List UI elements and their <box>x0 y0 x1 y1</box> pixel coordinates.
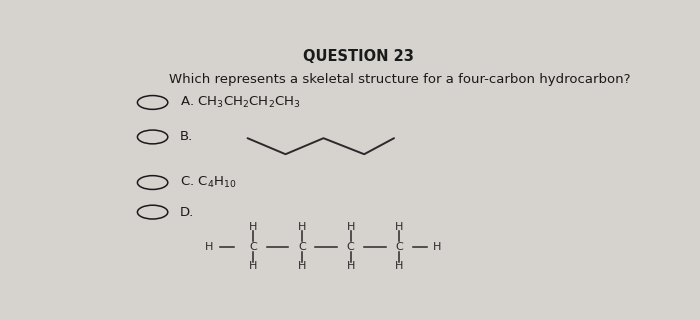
Text: B.: B. <box>180 131 193 143</box>
Text: H: H <box>298 222 306 232</box>
Text: A. CH$_3$CH$_2$CH$_2$CH$_3$: A. CH$_3$CH$_2$CH$_2$CH$_3$ <box>180 95 300 110</box>
Text: QUESTION 23: QUESTION 23 <box>303 50 414 65</box>
Text: Which represents a skeletal structure for a four-carbon hydrocarbon?: Which represents a skeletal structure fo… <box>169 73 631 86</box>
Text: H: H <box>395 261 404 271</box>
Text: H: H <box>433 242 442 252</box>
Text: H: H <box>395 222 404 232</box>
Text: H: H <box>346 222 355 232</box>
Text: H: H <box>205 242 214 252</box>
Text: C: C <box>298 242 306 252</box>
Text: C: C <box>395 242 403 252</box>
Text: H: H <box>346 261 355 271</box>
Text: H: H <box>248 222 257 232</box>
Text: C: C <box>249 242 257 252</box>
Text: C. C$_4$H$_{10}$: C. C$_4$H$_{10}$ <box>180 175 237 190</box>
Text: H: H <box>298 261 306 271</box>
Text: H: H <box>248 261 257 271</box>
Text: C: C <box>346 242 354 252</box>
Text: D.: D. <box>180 206 194 219</box>
